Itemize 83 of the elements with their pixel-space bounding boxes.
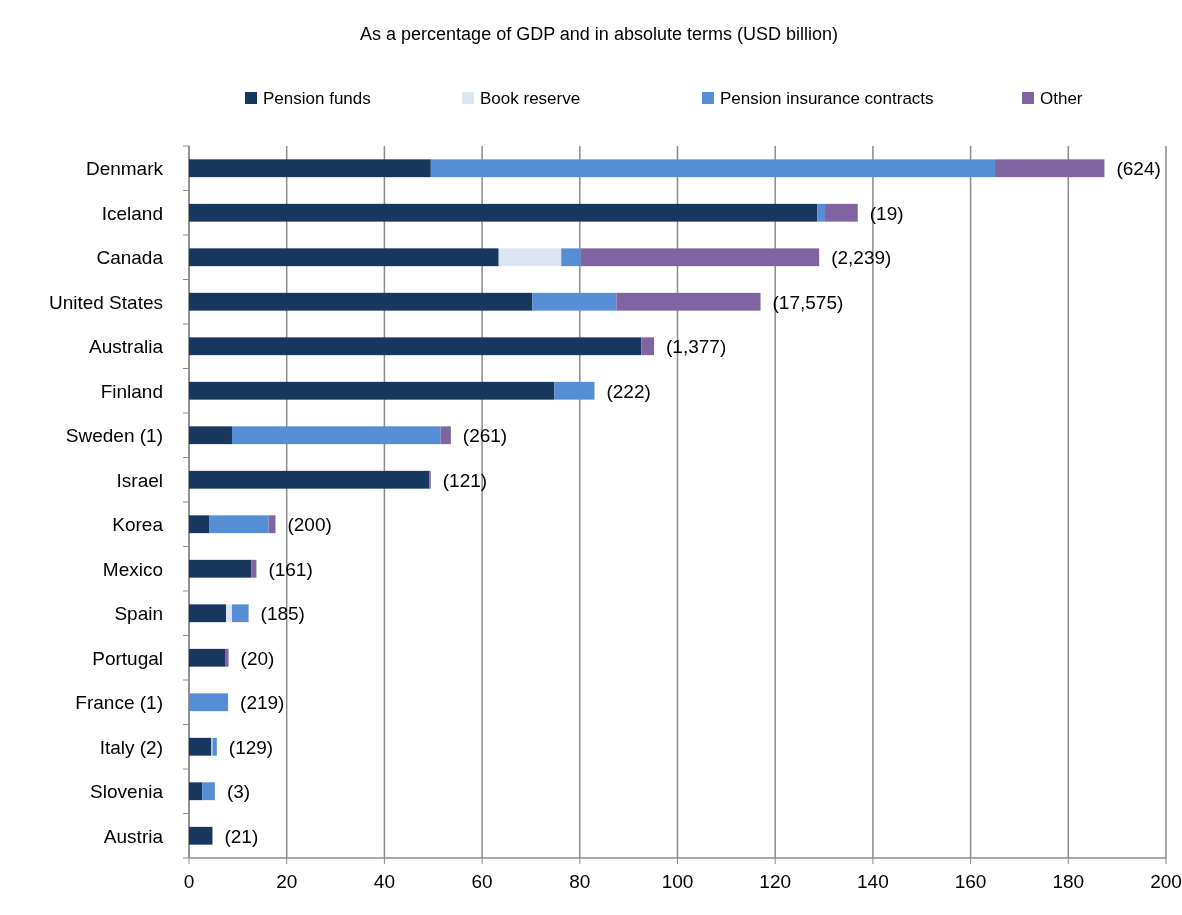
bar bbox=[212, 737, 217, 756]
bar bbox=[498, 248, 562, 267]
annotation: (129) bbox=[228, 736, 274, 758]
bar bbox=[189, 203, 818, 222]
annotation: (17,575) bbox=[772, 291, 844, 313]
bar bbox=[189, 292, 533, 311]
bar bbox=[189, 737, 212, 756]
y-tick-label: Australia bbox=[89, 336, 164, 358]
x-tick-label: 180 bbox=[1052, 871, 1085, 892]
bar bbox=[189, 159, 431, 178]
bar bbox=[231, 426, 441, 445]
y-tick-label: Austria bbox=[103, 825, 164, 847]
x-tick-label: 160 bbox=[954, 871, 987, 892]
annotation: (1,377) bbox=[666, 336, 727, 358]
y-tick-label: Finland bbox=[100, 380, 163, 402]
annotation: (2,239) bbox=[831, 247, 892, 269]
bar bbox=[554, 381, 595, 400]
bar bbox=[226, 604, 232, 623]
bar bbox=[189, 426, 232, 445]
bar bbox=[202, 782, 215, 801]
x-tick-label: 120 bbox=[759, 871, 792, 892]
y-tick-label: Italy (2) bbox=[99, 736, 163, 758]
bar bbox=[209, 515, 269, 534]
x-tick-label: 80 bbox=[569, 871, 591, 892]
bar bbox=[225, 648, 229, 667]
bar bbox=[641, 337, 655, 356]
bar bbox=[430, 159, 996, 178]
x-tick-label: 40 bbox=[373, 871, 395, 892]
bar bbox=[189, 604, 227, 623]
legend-label: Pension insurance contracts bbox=[720, 89, 934, 108]
bar bbox=[189, 337, 642, 356]
bar bbox=[189, 381, 555, 400]
bar bbox=[189, 248, 499, 267]
y-tick-label: Sweden (1) bbox=[65, 425, 163, 447]
y-tick-label: Slovenia bbox=[90, 781, 164, 803]
bar bbox=[189, 515, 210, 534]
chart-title: As a percentage of GDP and in absolute terms (USD billion) bbox=[360, 24, 838, 44]
x-tick-label: 20 bbox=[276, 871, 298, 892]
x-tick-label: 100 bbox=[661, 871, 694, 892]
annotation: (121) bbox=[442, 469, 488, 491]
annotation: (3) bbox=[226, 781, 251, 803]
legend-label: Other bbox=[1040, 89, 1083, 108]
bar bbox=[580, 248, 820, 267]
x-tick-label: 60 bbox=[471, 871, 493, 892]
annotation: (222) bbox=[606, 380, 651, 402]
annotation: (219) bbox=[240, 692, 285, 714]
bar bbox=[189, 559, 252, 578]
x-tick-label: 200 bbox=[1150, 871, 1182, 892]
bar bbox=[440, 426, 451, 445]
annotation: (185) bbox=[260, 603, 305, 625]
x-tick-label: 0 bbox=[183, 871, 195, 892]
bar bbox=[189, 826, 213, 845]
y-tick-label: Denmark bbox=[85, 158, 164, 180]
bar bbox=[561, 248, 581, 267]
annotation: (200) bbox=[287, 514, 332, 536]
bar bbox=[825, 203, 858, 222]
y-tick-label: United States bbox=[48, 291, 163, 313]
bar bbox=[189, 648, 226, 667]
y-tick-label: Mexico bbox=[102, 558, 163, 580]
y-tick-label: Canada bbox=[96, 247, 164, 269]
bar bbox=[616, 292, 761, 311]
annotation: (624) bbox=[1116, 158, 1161, 180]
annotation: (161) bbox=[268, 558, 313, 580]
bar bbox=[189, 693, 229, 712]
bar bbox=[231, 604, 249, 623]
y-tick-label: Korea bbox=[112, 514, 164, 536]
bar bbox=[995, 159, 1105, 178]
annotation: (261) bbox=[462, 425, 508, 447]
bar bbox=[189, 470, 430, 489]
y-tick-label: Israel bbox=[116, 469, 163, 491]
annotation: (19) bbox=[869, 202, 904, 224]
bar bbox=[817, 203, 826, 222]
y-tick-label: Spain bbox=[114, 603, 163, 625]
annotation: (20) bbox=[240, 647, 275, 669]
legend-label: Book reserve bbox=[480, 89, 581, 108]
annotation: (21) bbox=[224, 825, 259, 847]
bar bbox=[189, 782, 203, 801]
legend-label: Pension funds bbox=[263, 89, 371, 108]
y-tick-label: Iceland bbox=[101, 202, 163, 224]
bar bbox=[532, 292, 617, 311]
y-tick-label: France (1) bbox=[75, 692, 163, 714]
y-tick-label: Portugal bbox=[92, 647, 163, 669]
x-tick-label: 140 bbox=[857, 871, 889, 892]
